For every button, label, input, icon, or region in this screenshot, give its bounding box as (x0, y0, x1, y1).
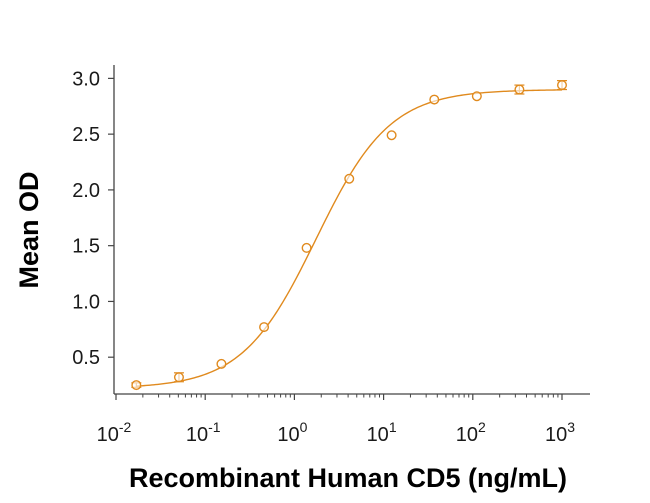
data-point (216, 358, 227, 369)
axes (113, 65, 590, 395)
y-tick-label: 1.0 (72, 291, 100, 313)
y-tick-label: 3.0 (72, 68, 100, 90)
data-point (557, 80, 568, 91)
data-point (344, 173, 355, 184)
data-point (173, 372, 184, 383)
data-point (259, 322, 270, 333)
data-point (386, 130, 397, 141)
data-marker (557, 80, 568, 91)
x-ticks: 10-2 10-1 100 101 102 103 (97, 394, 575, 446)
fit-curve (136, 89, 563, 387)
data-point (131, 380, 142, 391)
x-tick-label: 10-1 (186, 419, 221, 446)
fit-curve-layer (136, 89, 563, 387)
y-tick-label: 1.5 (72, 236, 100, 258)
data-point (514, 84, 525, 95)
data-marker (429, 94, 440, 105)
data-marker (301, 242, 312, 253)
y-ticks: 0.5 1.0 1.5 2.0 2.5 3.0 (72, 68, 114, 369)
data-points-layer (131, 80, 568, 391)
data-marker (386, 130, 397, 141)
data-marker (173, 372, 184, 383)
y-tick-label: 2.5 (72, 124, 100, 146)
data-marker (216, 358, 227, 369)
data-marker (514, 84, 525, 95)
x-tick-label: 101 (367, 419, 397, 446)
x-axis-title: Recombinant Human CD5 (ng/mL) (129, 463, 567, 493)
x-tick-label: 102 (456, 419, 486, 446)
x-tick-label: 100 (277, 419, 307, 446)
data-point (471, 91, 482, 102)
data-point (429, 94, 440, 105)
x-tick-label: 103 (545, 419, 575, 446)
data-marker (344, 173, 355, 184)
data-marker (471, 91, 482, 102)
data-point (301, 242, 312, 253)
y-tick-label: 0.5 (72, 347, 100, 369)
y-axis-title: Mean OD (14, 171, 44, 288)
x-tick-label: 10-2 (97, 419, 132, 446)
y-tick-label: 2.0 (72, 180, 100, 202)
data-marker (259, 322, 270, 333)
data-marker (131, 380, 142, 391)
